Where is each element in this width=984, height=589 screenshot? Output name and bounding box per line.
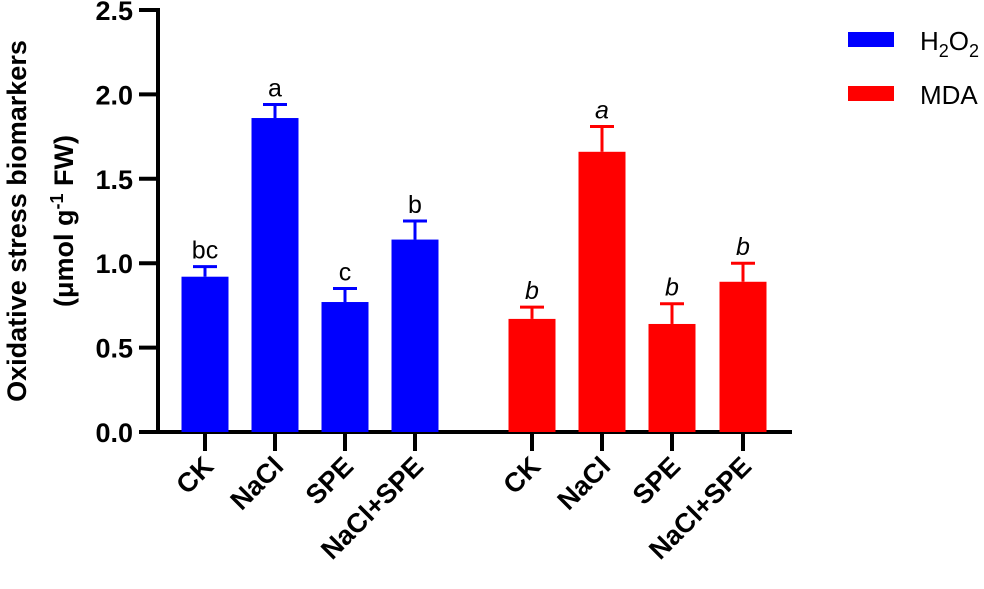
significance-letter: b — [665, 274, 679, 302]
bar-h2o2-spe — [321, 302, 369, 432]
significance-letter: bc — [192, 237, 218, 265]
y-axis-title: Oxidative stress biomarkers (μmol g-1 FW) — [2, 40, 79, 402]
significance-letter: a — [595, 96, 609, 124]
bar-h2o2-nacl-spe — [391, 239, 439, 432]
series-mda: b a b b — [508, 96, 767, 433]
x-category-label: NaCl — [552, 451, 617, 516]
x-category-label: CK — [497, 451, 546, 500]
x-category-label: SPE — [300, 451, 359, 510]
significance-letter: b — [408, 191, 422, 219]
x-category-label: CK — [170, 451, 219, 500]
y-tick-label: 2.5 — [95, 0, 133, 26]
y-tick-label: 1.5 — [95, 165, 133, 195]
significance-letter: c — [339, 259, 352, 287]
significance-letter: a — [268, 75, 282, 103]
y-tick-label: 0.0 — [95, 418, 133, 448]
legend-item-mda: MDA — [848, 80, 978, 110]
y-tick-label: 1.0 — [95, 249, 133, 279]
y-axis: 0.0 0.5 1.0 1.5 2.0 2.5 — [95, 0, 160, 448]
bars: bc a c b b a b b — [181, 75, 767, 433]
significance-letter: b — [736, 233, 750, 261]
series-h2o2: bc a c b — [181, 75, 439, 433]
bar-h2o2-nacl — [251, 118, 299, 433]
bar-mda-nacl-spe — [719, 281, 767, 432]
x-category-label: NaCl — [225, 451, 290, 516]
bar-mda-nacl — [578, 151, 626, 433]
bar-mda-spe — [648, 323, 696, 432]
legend-item-h2o2: H2O2 — [848, 26, 979, 61]
y-axis-title-line1: Oxidative stress biomarkers — [2, 40, 32, 402]
bar-mda-ck — [508, 318, 556, 432]
legend-label-h2o2: H2O2 — [920, 26, 979, 61]
legend: H2O2 MDA — [848, 26, 979, 110]
y-tick-label: 0.5 — [95, 334, 133, 364]
x-category-label: SPE — [627, 451, 686, 510]
legend-label-mda: MDA — [920, 80, 978, 110]
legend-swatch-mda — [848, 86, 894, 101]
bar-h2o2-ck — [181, 276, 229, 432]
significance-letter: b — [525, 277, 539, 305]
y-axis-title-line2: (μmol g-1 FW) — [47, 135, 79, 307]
legend-swatch-h2o2 — [848, 32, 894, 47]
y-tick-label: 2.0 — [95, 80, 133, 110]
x-axis — [156, 430, 792, 451]
